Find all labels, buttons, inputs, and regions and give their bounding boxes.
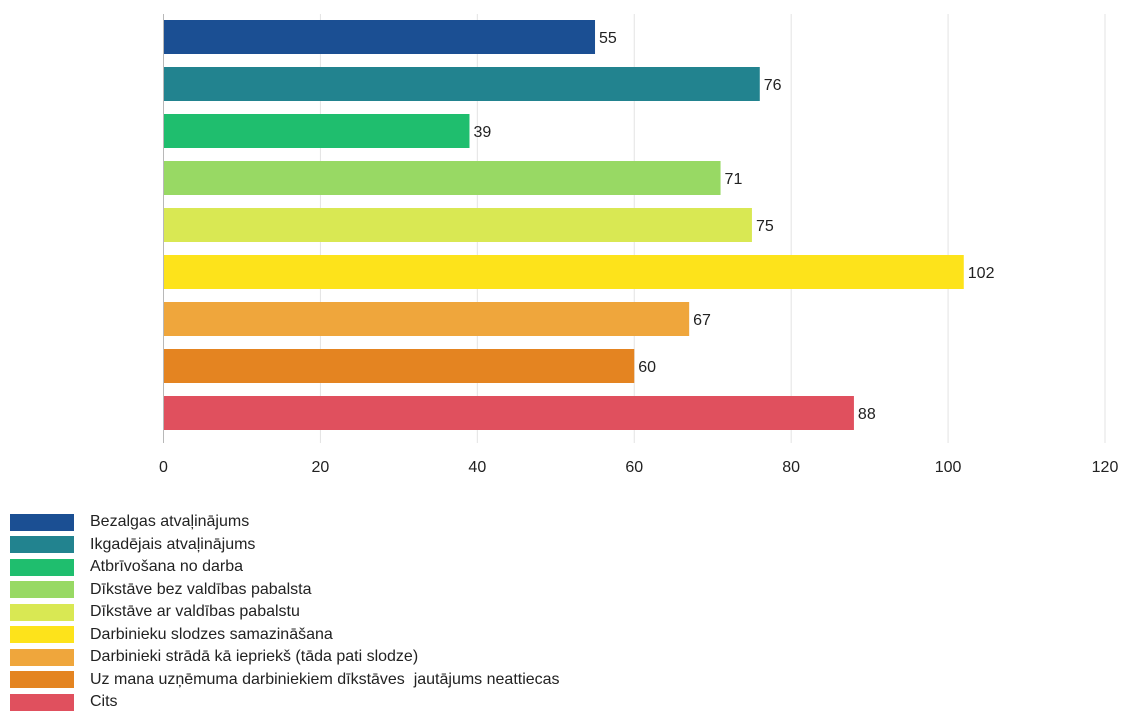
value-labels: 55 76 39 71 75 102 67 60 88 — [473, 30, 994, 423]
bar — [163, 114, 470, 148]
legend-swatch — [10, 558, 74, 576]
bar — [163, 208, 752, 242]
legend-swatch — [10, 648, 74, 666]
legend-swatch — [10, 513, 74, 531]
legend-item: Uz mana uzņēmuma darbiniekiem dīkstāves … — [10, 669, 560, 692]
x-axis: 0 20 40 60 80 100 120 — [159, 14, 1118, 476]
x-tick-label: 100 — [935, 459, 962, 476]
bar — [163, 396, 854, 430]
legend-swatch — [10, 626, 74, 644]
legend-item: Dīkstāve ar valdības pabalstu — [10, 601, 560, 624]
legend-label: Dīkstāve ar valdības pabalstu — [90, 603, 300, 621]
bar-value-label: 102 — [968, 265, 995, 282]
x-tick-label: 20 — [312, 459, 330, 476]
legend: Bezalgas atvaļinājums Ikgadējais atvaļinā… — [10, 511, 560, 714]
legend-item: Dīkstāve bez valdības pabalsta — [10, 579, 560, 602]
bar-value-label: 71 — [725, 171, 743, 188]
bar-value-label: 67 — [693, 312, 711, 329]
bar — [163, 255, 964, 289]
legend-item: Ikgadējais atvaļinājums — [10, 534, 560, 557]
bar — [163, 161, 721, 195]
legend-swatch — [10, 693, 74, 711]
bar-value-label: 55 — [599, 30, 617, 47]
x-tick-label: 0 — [159, 459, 168, 476]
legend-label: Bezalgas atvaļinājums — [90, 513, 250, 531]
legend-swatch — [10, 671, 74, 689]
legend-label: Dīkstāve bez valdības pabalsta — [90, 580, 312, 598]
x-tick-label: 80 — [782, 459, 800, 476]
bar — [163, 349, 635, 383]
legend-label: Uz mana uzņēmuma darbiniekiem dīkstāves … — [90, 670, 560, 688]
bar-value-label: 60 — [638, 359, 656, 376]
legend-item: Atbrīvošana no darba — [10, 556, 560, 579]
x-tick-label: 120 — [1092, 459, 1119, 476]
bar-chart: 55 76 39 71 75 102 67 60 88 0 20 40 60 80 100 120 — [159, 14, 1118, 476]
bar — [163, 20, 596, 54]
legend-item: Bezalgas atvaļinājums — [10, 511, 560, 534]
legend-item: Darbinieki strādā kā iepriekš (tāda pati… — [10, 646, 560, 669]
legend-label: Cits — [90, 693, 118, 711]
legend-label: Darbinieki strādā kā iepriekš (tāda pati… — [90, 648, 419, 666]
bar-value-label: 39 — [473, 124, 491, 141]
legend-item: Cits — [10, 691, 560, 714]
bar — [163, 302, 690, 336]
legend-swatch — [10, 581, 74, 599]
bar-value-label: 75 — [756, 218, 774, 235]
bar-value-label: 76 — [764, 77, 782, 94]
bar — [163, 67, 760, 101]
legend-swatch — [10, 603, 74, 621]
x-tick-label: 60 — [625, 459, 643, 476]
legend-label: Ikgadējais atvaļinājums — [90, 535, 256, 553]
legend-label: Darbinieku slodzes samazināšana — [90, 625, 333, 643]
legend-item: Darbinieku slodzes samazināšana — [10, 624, 560, 647]
bar-value-label: 88 — [858, 406, 876, 423]
bars — [163, 20, 964, 430]
x-tick-label: 40 — [468, 459, 486, 476]
legend-swatch — [10, 536, 74, 554]
legend-label: Atbrīvošana no darba — [90, 558, 243, 576]
